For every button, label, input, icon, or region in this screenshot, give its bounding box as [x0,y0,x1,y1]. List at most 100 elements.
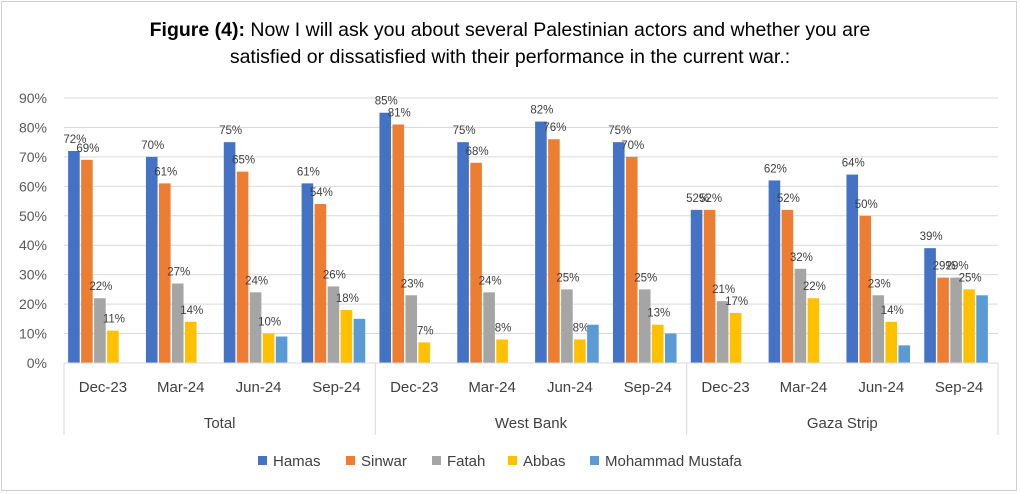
bar-fatah [405,295,418,363]
bar-mohammad-mustafa [275,336,288,363]
x-tick-label: Dec-23 [79,379,127,396]
data-label: 65% [232,155,255,167]
data-label: 64% [842,158,865,170]
data-label: 70% [141,140,164,152]
legend-swatch [508,456,517,465]
bar-fatah [950,277,962,363]
bar-sinwar [158,183,171,363]
bar-abbas [729,312,742,363]
data-label: 11% [103,314,125,326]
legend-swatch [590,456,599,465]
chart-title: Figure (4): Now I will ask you about sev… [0,17,1020,71]
data-label: 72% [63,134,86,146]
y-tick-label: 10% [19,326,47,342]
data-label: 39% [920,231,943,243]
data-label: 25% [959,272,982,284]
bar-hamas [457,142,469,363]
x-tick-label: Mar-24 [468,379,516,396]
legend-label: Abbas [523,453,566,470]
data-label: 54% [310,187,333,199]
data-label: 26% [323,269,346,281]
data-label: 22% [89,281,112,293]
bar-sinwar [937,277,949,363]
bar-abbas [807,298,820,363]
bar-hamas [379,112,392,363]
y-tick-label: 70% [19,149,47,165]
x-tick-label: Sep-24 [624,379,672,396]
legend-swatch [258,456,267,465]
y-tick-label: 30% [19,267,47,283]
bar-abbas [184,321,197,363]
x-tick-label: Jun-24 [858,379,904,396]
bar-hamas [145,156,158,363]
bar-fatah [483,292,495,363]
bar-fatah [561,289,573,363]
data-label: 52% [777,193,800,205]
bar-sinwar [625,156,638,363]
bar-abbas [418,342,431,363]
data-label: 82% [530,105,553,117]
data-label: 76% [543,122,566,134]
bar-sinwar [703,209,716,363]
bar-sinwar [859,215,872,363]
data-label: 25% [556,272,579,284]
bar-hamas [924,248,936,363]
data-label: 52% [686,193,709,205]
bar-fatah [638,289,651,363]
legend-swatch [432,456,441,465]
x-tick-label: Sep-24 [935,379,983,396]
data-label: 85% [375,96,398,108]
data-label: 75% [219,125,242,137]
bar-abbas [574,339,586,363]
data-label: 29% [946,261,969,273]
x-group-label: West Bank [495,415,568,432]
data-label: 50% [855,199,878,211]
bar-hamas [223,142,236,363]
data-label: 75% [453,125,476,137]
bar-mohammad-mustafa [664,333,677,363]
bar-abbas [496,339,508,363]
data-label: 13% [647,308,670,320]
data-label: 7% [417,325,434,337]
x-tick-label: Dec-23 [701,379,749,396]
y-tick-label: 40% [19,237,47,253]
bar-hamas [768,180,781,363]
bar-sinwar [236,171,249,363]
chart-title-text-1: Now I will ask you about several Palesti… [244,19,871,41]
bar-abbas [651,324,664,363]
bar-mohammad-mustafa [587,324,599,363]
bar-hamas [846,174,859,363]
x-tick-label: Dec-23 [390,379,438,396]
chart-title-line-2: satisfied or dissatisfied with their per… [229,46,791,68]
x-tick-label: Mar-24 [157,379,205,396]
legend-swatch [346,456,355,465]
bar-mohammad-mustafa [898,345,911,363]
data-label: 17% [725,296,748,308]
data-label: 23% [868,278,891,290]
legend-label: Mohammad Mustafa [605,453,742,470]
bar-sinwar [470,162,482,363]
bar-hamas [612,142,625,363]
x-group-label: Total [204,415,236,432]
data-label: 22% [803,281,826,293]
bar-hamas [301,183,314,363]
data-label: 62% [764,163,787,175]
bar-fatah [716,301,729,363]
data-label: 24% [479,275,502,287]
data-label: 21% [712,284,735,296]
data-label: 18% [336,293,359,305]
bar-fatah [327,286,340,363]
bar-fatah [94,298,106,363]
x-group-label: Gaza Strip [807,415,878,432]
x-tick-label: Jun-24 [236,379,282,396]
bar-sinwar [548,139,560,363]
figure-number: Figure (4): [149,19,245,41]
bar-abbas [262,333,275,363]
bar-abbas [885,321,898,363]
bar-fatah [171,283,184,363]
bar-sinwar [781,209,794,363]
x-tick-label: Jun-24 [547,379,593,396]
legend-label: Sinwar [361,453,407,470]
data-label: 75% [608,125,631,137]
